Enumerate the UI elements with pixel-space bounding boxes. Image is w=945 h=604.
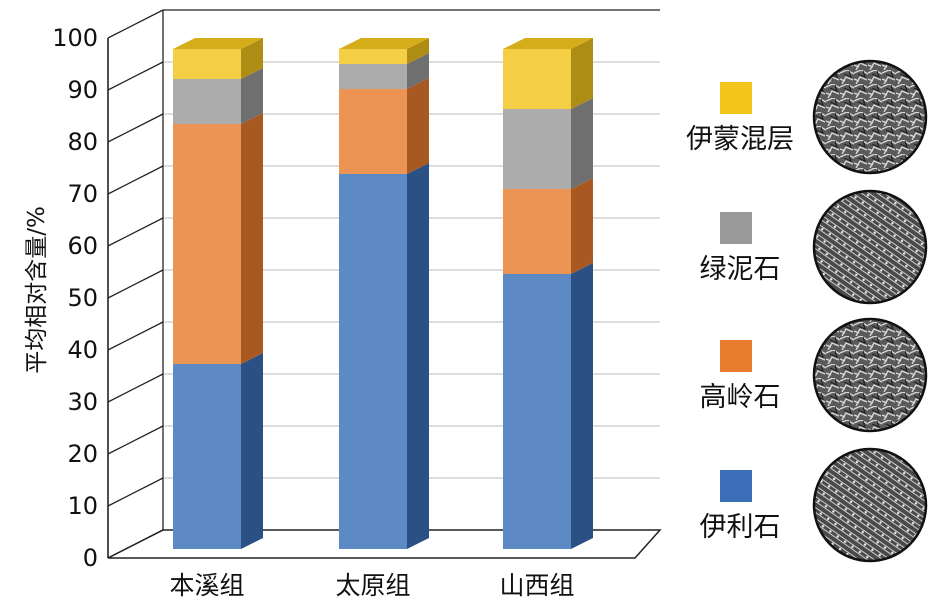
y-tick-labels: 0 10 20 30 40 50 60 70 80 90 100 (52, 24, 98, 572)
legend-sem-image (812, 59, 928, 175)
bar-side (407, 38, 429, 64)
bar-2-伊蒙混层 (339, 38, 429, 64)
y-tick-label-20: 20 (67, 440, 98, 468)
bar-front (173, 49, 241, 79)
x-tick-label-3: 山西组 (499, 571, 574, 600)
bar-3-高岭石 (503, 178, 593, 274)
x-tick-label-1: 本溪组 (169, 571, 244, 600)
gridline-side-40 (107, 321, 164, 351)
bar-side (571, 178, 593, 274)
gridline-side-20 (107, 425, 164, 455)
gridline-side-80 (107, 113, 164, 143)
gridline-side-0 (107, 529, 164, 559)
bar-stack-3 (503, 38, 593, 549)
bar-front (503, 109, 571, 189)
gridline-side-90 (107, 61, 164, 91)
y-tick-label-70: 70 (67, 180, 98, 208)
y-axis-title: 平均相对含量/% (24, 206, 50, 374)
bar-side (241, 68, 263, 124)
bars (173, 38, 593, 549)
bar-side (241, 38, 263, 79)
bar-top (173, 38, 263, 49)
legend-swatch (720, 470, 752, 502)
bar-1-伊蒙混层 (173, 38, 263, 79)
bar-front (173, 124, 241, 364)
legend-sem-image (812, 317, 928, 433)
gridline-side-30 (107, 373, 164, 403)
axes (107, 9, 660, 558)
bar-side (571, 38, 593, 109)
bar-front (173, 79, 241, 124)
bar-1-伊利石 (173, 353, 263, 549)
bar-3-伊利石 (503, 263, 593, 549)
bar-2-高岭石 (339, 78, 429, 174)
bar-1-绿泥石 (173, 68, 263, 124)
gridline-side-100 (107, 9, 164, 39)
bar-front (503, 189, 571, 274)
legend-sem-image (812, 447, 928, 563)
y-tick-label-80: 80 (67, 128, 98, 156)
bar-2-绿泥石 (339, 53, 429, 89)
bar-1-高岭石 (173, 113, 263, 364)
y-tick-label-100: 100 (52, 24, 98, 52)
legend-label: 伊利石 (700, 512, 781, 543)
legend-label: 伊蒙混层 (686, 124, 794, 155)
legend-swatch (720, 340, 752, 372)
legend-item-4: 伊利石 (700, 447, 928, 563)
y-tick-label-50: 50 (67, 284, 98, 312)
bar-side (407, 163, 429, 549)
bar-3-绿泥石 (503, 98, 593, 189)
legend-label: 高岭石 (700, 382, 781, 413)
bar-side (407, 78, 429, 174)
y-tick-label-30: 30 (67, 388, 98, 416)
x-tick-label-2: 太原组 (335, 571, 410, 600)
gridline-side-70 (107, 165, 164, 195)
x-tick-labels: 本溪组 太原组 山西组 (169, 571, 574, 600)
y-tick-label-90: 90 (67, 76, 98, 104)
bar-stack-1 (173, 38, 263, 549)
legend-swatch (720, 82, 752, 114)
bar-side (241, 353, 263, 549)
gridline-side-10 (107, 477, 164, 507)
gridline-side-60 (107, 217, 164, 247)
bar-front (339, 64, 407, 89)
bar-side (407, 53, 429, 89)
gridline-side-50 (107, 269, 164, 299)
y-tick-label-10: 10 (67, 492, 98, 520)
bar-front (503, 274, 571, 549)
bar-side (241, 113, 263, 364)
legend-label: 绿泥石 (700, 254, 781, 285)
legend-item-3: 高岭石 (700, 317, 928, 433)
bar-front (173, 364, 241, 549)
bar-side (571, 98, 593, 189)
bar-top (503, 38, 593, 49)
legend-sem-image (812, 189, 928, 305)
legend-item-1: 伊蒙混层 (686, 59, 928, 175)
bar-front (339, 49, 407, 64)
y-tick-label-0: 0 (83, 544, 98, 572)
legend-swatch (720, 212, 752, 244)
bar-front (339, 174, 407, 549)
bar-top (339, 38, 429, 49)
bar-2-伊利石 (339, 163, 429, 549)
legend-item-2: 绿泥石 (700, 189, 928, 305)
bar-3-伊蒙混层 (503, 38, 593, 109)
y-tick-label-40: 40 (67, 336, 98, 364)
bar-front (503, 49, 571, 109)
bar-stack-2 (339, 38, 429, 549)
bar-side (571, 263, 593, 549)
bar-front (339, 89, 407, 174)
y-tick-label-60: 60 (67, 232, 98, 260)
